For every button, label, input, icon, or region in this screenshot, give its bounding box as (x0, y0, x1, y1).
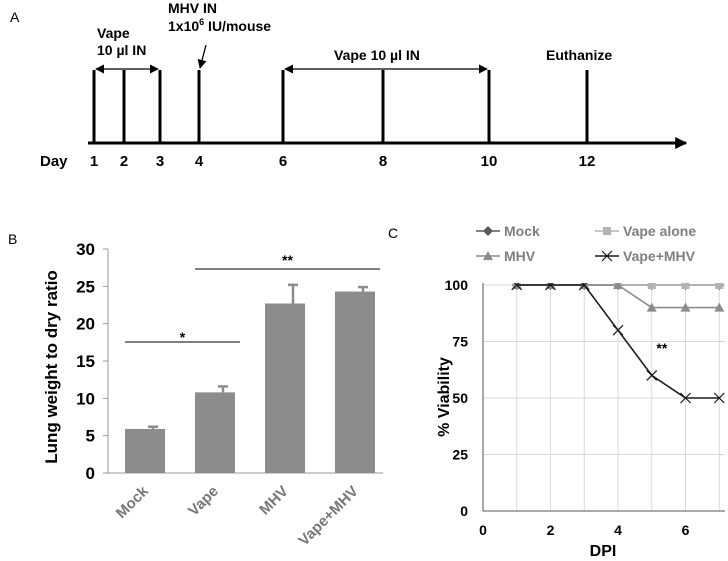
line-y-tick-label: 100 (445, 277, 469, 293)
bar-category-label: Mock (113, 482, 153, 522)
line-gridlines (483, 283, 725, 511)
line-tick-labels: 0 25 50 75 100 0 2 4 6 (445, 277, 690, 538)
line-y-tick-label: 25 (452, 447, 468, 463)
x-marker-stroke (646, 369, 658, 381)
vape-label-line1: Vape (97, 25, 130, 41)
x-marker-stroke (680, 392, 691, 404)
bar-category-label: Vape (185, 483, 222, 520)
line-y-tick-label: 75 (452, 334, 468, 350)
x-marker (646, 369, 658, 381)
square-marker (715, 283, 724, 289)
bar-annotations: *** (125, 252, 380, 345)
x-marker (511, 283, 523, 291)
x-marker (545, 283, 556, 291)
line-y-tick-label: 50 (452, 390, 468, 406)
bar-y-tick-label: 0 (86, 464, 95, 483)
bar-mock (125, 428, 165, 473)
line-y-axis-label: % Viability (436, 357, 453, 437)
panel-a-label: A (10, 9, 20, 25)
bar-y-tick-label: 20 (76, 315, 95, 334)
bar-category-label: Vape+MHV (295, 483, 362, 550)
square-marker (603, 227, 611, 235)
day-number: 12 (579, 153, 596, 170)
triangle-marker (483, 251, 493, 260)
x-marker-stroke (612, 324, 624, 336)
euthanize-label: Euthanize (546, 47, 612, 63)
triangle-marker (680, 302, 691, 312)
bar-y-tick-label: 10 (76, 389, 95, 408)
line-x-tick-label: 4 (614, 522, 622, 538)
day-label: Day (40, 153, 68, 170)
x-marker-stroke (545, 283, 554, 291)
legend-item: MHV (476, 248, 536, 264)
bar-y-tick-label: 5 (86, 427, 95, 446)
line-y-tick-label: 0 (460, 503, 468, 519)
bar-series (125, 283, 375, 473)
line-legend: Mock Vape alone MHV Vape+MHV (476, 223, 696, 264)
line-x-tick-label: 0 (479, 522, 487, 538)
square-marker (681, 283, 690, 289)
bar-category-label: MHV (256, 483, 292, 519)
panel-b-label: B (8, 231, 17, 247)
bar-y-axis-label: Lung weight to dry ratio (42, 270, 61, 464)
significance-marker: ** (656, 340, 667, 356)
mhv-pointer-arrow (197, 44, 207, 69)
day-number: 8 (379, 153, 387, 170)
square-marker (647, 283, 656, 289)
x-marker (612, 324, 624, 336)
line-series (511, 283, 725, 404)
significance-marker: * (180, 329, 186, 345)
triangle-marker (714, 302, 725, 312)
legend-item: Mock (476, 223, 540, 239)
day-number: 10 (481, 153, 498, 170)
series-vape-mhv (511, 283, 725, 404)
legend-label: Vape alone (623, 223, 696, 239)
x-marker-stroke (713, 392, 725, 404)
bar-y-tick-label: 30 (76, 240, 95, 259)
legend-label: MHV (504, 248, 536, 264)
x-marker (578, 283, 590, 291)
legend-label: Mock (504, 223, 540, 239)
panel-a-timeline: A Day 1 2 3 4 6 8 10 12 Vape 10 µl IN MH… (10, 0, 688, 170)
x-marker-stroke (511, 283, 520, 291)
panel-c-label: C (388, 225, 398, 241)
bar-x-labels: Mock Vape MHV Vape+MHV (113, 482, 362, 549)
mhv-label-line1: MHV IN (168, 0, 217, 16)
bar-y-tick-label: 15 (76, 352, 95, 371)
bar-vape (195, 392, 235, 473)
legend-item: Vape alone (595, 223, 696, 239)
bar-y-tick-label: 25 (76, 277, 95, 296)
line-x-tick-label: 2 (547, 522, 555, 538)
panel-b-bar-chart: B Lung weight to dry ratio 051015202530 … (8, 231, 383, 549)
legend-label: Vape+MHV (623, 248, 696, 264)
x-marker (713, 392, 725, 404)
line-x-axis-label: DPI (590, 543, 617, 560)
mhv-dose-label: 1x106 IU/mouse (168, 17, 271, 34)
x-marker (680, 392, 691, 404)
day-number: 1 (90, 153, 98, 170)
vape-label-3: Vape 10 µl IN (334, 47, 420, 63)
bar-y-ticks: 0 5 10 15 20 25 30 (76, 240, 108, 483)
triangle-marker (646, 302, 657, 312)
day-number: 3 (156, 153, 164, 170)
line-annotations: ** (656, 340, 667, 356)
x-marker-stroke (578, 283, 588, 291)
significance-marker: ** (282, 252, 293, 268)
day-number: 6 (279, 153, 287, 170)
bar-vape-mhv (335, 291, 375, 473)
x-marker-stroke (601, 250, 613, 262)
line-x-tick-label: 6 (682, 522, 690, 538)
diamond-marker (483, 226, 493, 236)
bar-mhv (265, 303, 305, 473)
vape-label-line2: 10 µl IN (97, 42, 146, 58)
day-number: 2 (120, 153, 128, 170)
legend-item: Vape+MHV (595, 248, 696, 264)
day-number: 4 (195, 153, 204, 170)
triangle-marker (613, 283, 623, 289)
x-marker (601, 250, 613, 262)
